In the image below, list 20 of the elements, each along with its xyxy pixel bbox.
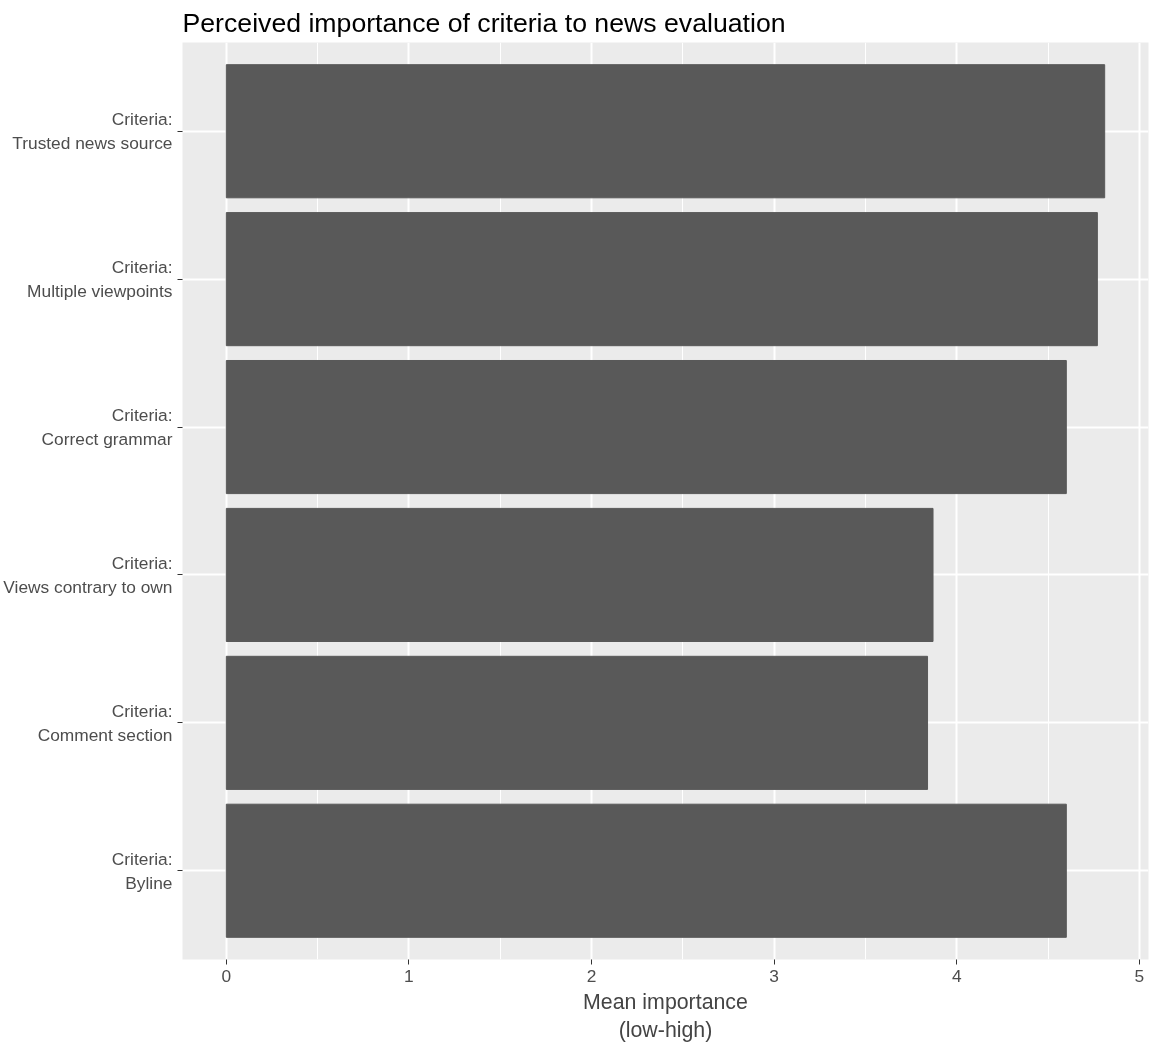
x-tick-label: 2 [586, 965, 597, 986]
bar [225, 359, 1067, 495]
x-axis-title: Mean importance (low-high) [583, 989, 748, 1043]
y-tick-label: Criteria: Views contrary to own [3, 552, 173, 597]
x-tick-label: 1 [404, 965, 414, 986]
y-tick-label: Criteria: Byline [111, 848, 173, 893]
x-tick-label: 4 [951, 965, 962, 986]
x-tick-label: 3 [769, 965, 779, 986]
x-tick-label: 5 [1134, 965, 1145, 986]
y-tick-label: Criteria: Correct grammar [41, 405, 173, 450]
x-tick-label: 0 [221, 965, 232, 986]
bar [225, 507, 934, 643]
bar [225, 212, 1098, 347]
bar [225, 655, 929, 790]
y-tick-label: Criteria: Multiple viewpoints [27, 257, 173, 302]
chart-title: Perceived importance of criteria to news evaluation [182, 7, 786, 38]
bar [225, 803, 1067, 938]
y-tick-label: Criteria: Trusted news source [12, 109, 173, 154]
bar [225, 64, 1106, 199]
y-tick-label: Criteria: Comment section [37, 700, 173, 745]
